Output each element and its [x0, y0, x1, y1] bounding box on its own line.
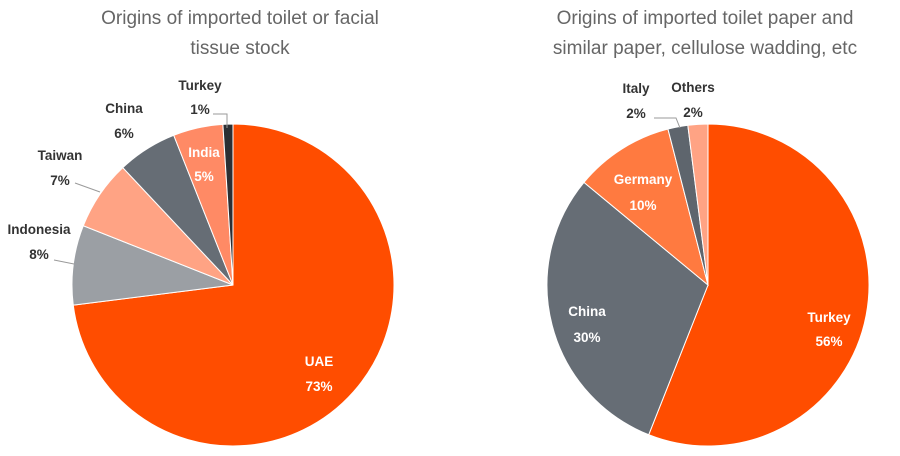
- slice-label-left-china: China: [105, 101, 143, 116]
- slice-label-left-turkey: Turkey: [178, 78, 222, 93]
- slice-label-left-indonesia: Indonesia: [7, 222, 71, 237]
- slice-label-right-others: Others: [671, 80, 715, 95]
- leader-line-right-italy: [654, 117, 681, 129]
- pie-slice-right-turkey: [648, 123, 870, 447]
- pie-slice-right-germany: [583, 128, 709, 287]
- slice-value-right-germany: 10%: [629, 198, 656, 213]
- slice-label-left-uae: UAE: [305, 354, 334, 369]
- slice-label-left-india: India: [188, 145, 220, 160]
- pie-slice-left-uae: [72, 123, 395, 447]
- slice-value-right-others: 2%: [683, 105, 703, 120]
- chart-title-left-line-1: Origins of imported toilet or facial: [101, 8, 379, 29]
- leader-line-left-turkey: [213, 113, 228, 128]
- slice-value-left-indonesia: 8%: [29, 247, 49, 262]
- pie-slice-right-others: [687, 123, 709, 286]
- slice-value-left-india: 5%: [194, 169, 214, 184]
- pie-slice-right-china: [546, 181, 709, 436]
- slice-value-left-china: 6%: [114, 126, 134, 141]
- slice-value-left-uae: 73%: [305, 379, 332, 394]
- chart-title-right-line-1: Origins of imported toilet paper and: [556, 8, 854, 29]
- slice-value-left-taiwan: 7%: [50, 173, 70, 188]
- pie-slice-left-turkey: [222, 123, 234, 286]
- slice-value-left-turkey: 1%: [190, 102, 210, 117]
- slice-label-right-italy: Italy: [622, 81, 650, 96]
- slice-value-right-turkey: 56%: [815, 334, 842, 349]
- chart-title-right: Origins of imported toilet paper and sim…: [505, 4, 900, 64]
- slice-value-right-china: 30%: [573, 330, 600, 345]
- chart-title-left-line-2: tissue stock: [190, 38, 290, 59]
- leader-line-left-indonesia: [53, 259, 75, 265]
- slice-label-right-turkey: Turkey: [807, 310, 851, 325]
- slice-label-right-china: China: [568, 304, 606, 319]
- chart-title-left: Origins of imported toilet or facial tis…: [40, 4, 440, 64]
- pie-chart-right: Turkey 56% China 30% Germany 10% Italy 2% Others…: [546, 80, 870, 447]
- slice-label-right-germany: Germany: [614, 172, 673, 187]
- pie-chart-left: UAE 73% Indonesia 8% Taiwan 7% China 6% India 5% T…: [7, 78, 395, 447]
- chart-title-right-line-2: similar paper, cellulose wadding, etc: [552, 38, 858, 59]
- slice-value-right-italy: 2%: [626, 106, 646, 121]
- slice-label-left-taiwan: Taiwan: [38, 148, 83, 163]
- leader-line-left-taiwan: [74, 182, 101, 193]
